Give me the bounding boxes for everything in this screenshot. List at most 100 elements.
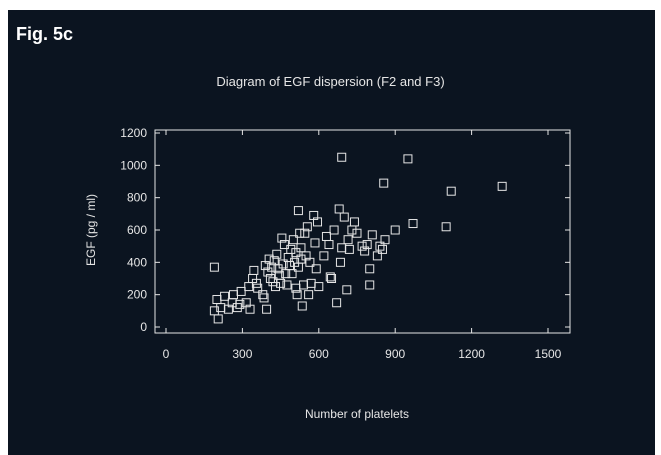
data-point xyxy=(213,314,223,324)
data-point xyxy=(277,233,287,243)
x-tick-label: 1500 xyxy=(535,347,562,361)
data-point xyxy=(325,272,335,282)
data-point xyxy=(327,274,337,283)
data-point xyxy=(408,219,418,229)
data-point xyxy=(310,238,320,248)
data-point xyxy=(267,262,277,272)
data-point xyxy=(209,262,219,272)
y-tick-label: 800 xyxy=(127,191,147,205)
data-point xyxy=(297,301,307,311)
data-point xyxy=(228,290,238,300)
data-point xyxy=(291,248,301,258)
data-point xyxy=(305,257,315,267)
data-point xyxy=(380,235,390,245)
data-point xyxy=(302,222,312,232)
data-point xyxy=(357,241,367,251)
figure-panel xyxy=(8,10,655,455)
data-point xyxy=(286,244,296,254)
data-point xyxy=(321,231,331,241)
data-point xyxy=(262,304,272,314)
data-point xyxy=(441,222,451,232)
data-point xyxy=(258,290,268,300)
y-tick-label: 400 xyxy=(127,255,147,269)
data-point xyxy=(362,240,372,250)
data-point xyxy=(235,299,245,309)
y-axis-label: EGF (pg / ml) xyxy=(84,194,98,266)
data-point xyxy=(244,282,254,292)
y-tick-label: 200 xyxy=(127,288,147,302)
data-point xyxy=(403,154,413,164)
data-point xyxy=(337,243,347,253)
plot-frame xyxy=(154,129,571,334)
x-tick-label: 0 xyxy=(163,347,170,361)
data-point xyxy=(265,274,275,283)
data-point xyxy=(329,225,339,235)
data-point xyxy=(313,217,323,227)
data-point xyxy=(324,240,334,250)
data-point xyxy=(287,269,297,279)
data-point xyxy=(390,225,400,235)
data-point xyxy=(342,285,352,295)
data-point xyxy=(245,304,255,314)
data-point xyxy=(292,290,302,300)
data-point xyxy=(311,264,321,274)
data-point xyxy=(236,286,246,296)
data-point xyxy=(253,283,263,293)
data-point xyxy=(337,152,347,162)
data-point xyxy=(332,298,342,308)
x-tick-label: 900 xyxy=(385,347,405,361)
data-point xyxy=(335,257,345,267)
data-point xyxy=(365,264,375,274)
y-tick-label: 1000 xyxy=(120,158,147,172)
data-point xyxy=(377,244,387,254)
data-point xyxy=(334,204,344,214)
data-point xyxy=(251,278,261,288)
data-point xyxy=(360,246,370,256)
data-point xyxy=(314,282,324,292)
data-point xyxy=(375,241,385,251)
data-point xyxy=(306,278,316,288)
data-point xyxy=(288,235,298,245)
data-point xyxy=(296,254,306,264)
data-point xyxy=(446,186,456,196)
data-point xyxy=(259,293,269,303)
data-point xyxy=(293,206,303,216)
data-point xyxy=(212,295,222,305)
data-point xyxy=(273,264,283,274)
data-point xyxy=(347,225,357,235)
data-point xyxy=(271,282,281,292)
data-point xyxy=(344,244,354,254)
data-point xyxy=(497,181,507,191)
data-point xyxy=(379,178,389,188)
data-point xyxy=(319,251,329,261)
data-point xyxy=(276,278,286,288)
data-point xyxy=(279,240,289,250)
data-point xyxy=(295,228,305,238)
data-point xyxy=(282,280,292,290)
axis-ticks: 0 200 400 600 800 1000 1200 0 300 600 900 1200 1500 xyxy=(120,126,570,361)
data-point xyxy=(299,280,309,290)
data-point xyxy=(343,235,353,245)
data-point xyxy=(349,217,359,227)
y-tick-label: 0 xyxy=(140,320,147,334)
data-point xyxy=(372,251,382,261)
x-tick-label: 300 xyxy=(232,347,252,361)
data-point xyxy=(220,291,230,301)
chart-title: Diagram of EGF dispersion (F2 and F3) xyxy=(216,74,445,89)
data-point xyxy=(365,280,375,290)
data-point xyxy=(232,303,242,313)
x-tick-label: 1200 xyxy=(458,347,485,361)
data-point xyxy=(339,212,349,222)
data-point xyxy=(249,265,259,275)
data-point xyxy=(300,228,310,238)
data-point xyxy=(352,228,362,238)
data-point xyxy=(367,230,377,240)
data-points xyxy=(209,152,507,324)
data-point xyxy=(272,249,282,259)
x-axis-label: Number of platelets xyxy=(305,407,409,421)
data-point xyxy=(304,290,314,300)
data-point xyxy=(278,259,288,269)
data-point xyxy=(296,243,306,253)
x-tick-label: 600 xyxy=(309,347,329,361)
